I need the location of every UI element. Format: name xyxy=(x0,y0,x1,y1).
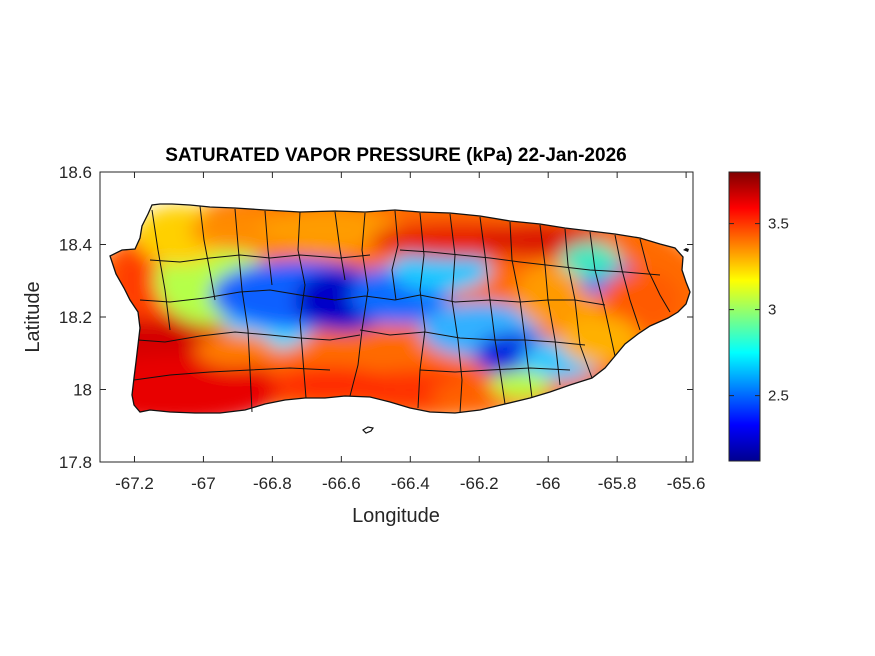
municipality-border xyxy=(334,211,346,281)
x-tick-label: -66.8 xyxy=(253,474,292,493)
heat-patch xyxy=(270,367,390,403)
municipality-border xyxy=(614,234,641,331)
municipality-border xyxy=(199,205,216,301)
municipality-border xyxy=(264,210,273,286)
chart-title: SATURATED VAPOR PRESSURE (kPa) 22-Jan-20… xyxy=(165,145,626,166)
municipality-border xyxy=(417,212,426,409)
y-tick-label: 18.2 xyxy=(59,308,92,327)
municipality-border xyxy=(399,249,661,276)
heat-patch xyxy=(560,242,620,278)
y-tick-label: 17.8 xyxy=(59,453,92,472)
municipality-border xyxy=(449,213,463,414)
y-axis-label: Latitude xyxy=(22,281,44,352)
y-tick-label: 18 xyxy=(73,381,92,400)
municipality-border xyxy=(137,331,361,343)
colorbar-tick-label: 2.5 xyxy=(768,388,789,405)
colorbar-tick-label: 3 xyxy=(768,302,776,319)
y-tick-label: 18.6 xyxy=(59,163,92,182)
municipality-border xyxy=(589,231,616,357)
municipality-boundaries xyxy=(133,205,671,414)
municipality-border xyxy=(359,329,586,346)
municipality-border xyxy=(234,208,253,413)
x-tick-label: -66.4 xyxy=(391,474,430,493)
municipality-border xyxy=(149,254,371,263)
heat-patch xyxy=(600,270,680,330)
x-tick-label: -65.6 xyxy=(667,474,706,493)
municipality-border xyxy=(297,211,307,399)
colorbar-tick-label: 3.5 xyxy=(768,216,789,233)
x-tick-label: -67 xyxy=(191,474,216,493)
heat-patch xyxy=(195,332,275,368)
heat-patch xyxy=(490,371,550,399)
municipality-border xyxy=(639,238,671,313)
x-tick-label: -66.6 xyxy=(322,474,361,493)
y-tick-label: 18.4 xyxy=(59,236,92,255)
municipality-border xyxy=(349,212,369,397)
x-axis-ticks: -67.2 -67 -66.8 -66.6 -66.4 -66.2 -66 -65.8 -65.… xyxy=(115,172,705,493)
x-tick-label: -66 xyxy=(536,474,561,493)
x-axis-label: Longitude xyxy=(352,505,440,527)
y-axis-ticks: 17.8 18 18.2 18.4 18.6 xyxy=(59,163,693,472)
municipality-border xyxy=(419,367,571,373)
islet-caja-de-muertos xyxy=(362,426,374,434)
municipality-border xyxy=(479,216,506,405)
municipality-border xyxy=(133,367,331,381)
municipality-border xyxy=(394,294,606,306)
municipality-border xyxy=(391,210,399,301)
x-tick-label: -65.8 xyxy=(598,474,637,493)
colorbar-ticks: 2.5 3 3.5 xyxy=(729,216,789,405)
municipality-border xyxy=(509,221,533,399)
island-outline xyxy=(109,203,691,414)
x-tick-label: -67.2 xyxy=(115,474,154,493)
islet-east xyxy=(683,248,689,252)
municipality-border xyxy=(139,289,396,303)
municipality-border xyxy=(151,209,171,331)
heat-patch xyxy=(390,248,490,292)
x-tick-label: -66.2 xyxy=(460,474,499,493)
colorbar xyxy=(728,171,761,462)
